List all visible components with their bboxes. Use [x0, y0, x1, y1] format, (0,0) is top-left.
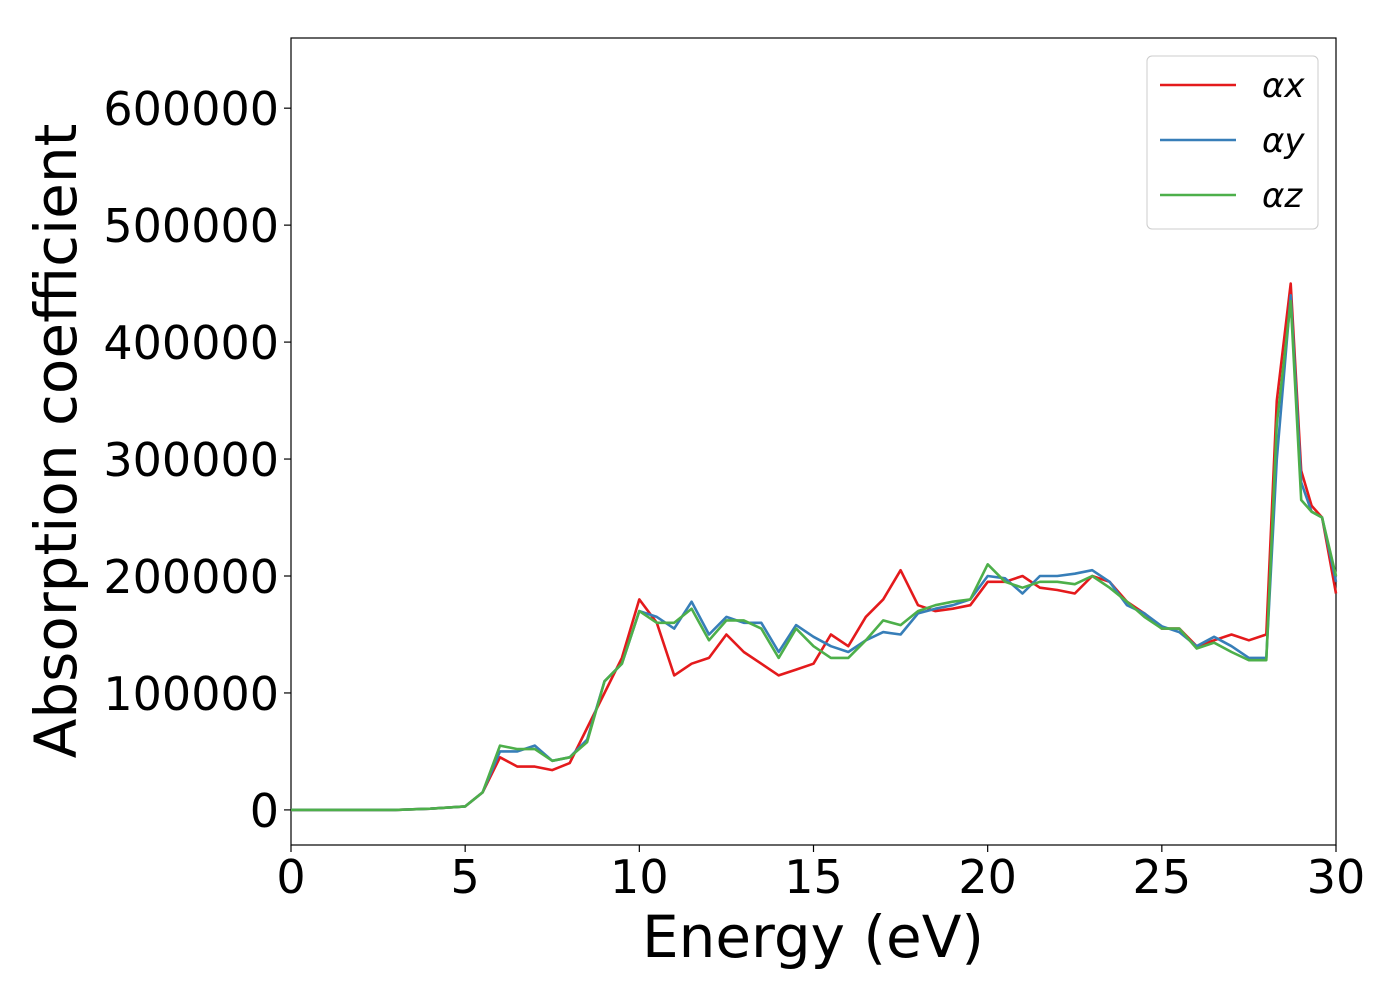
- y-tick-label: 300000: [103, 433, 279, 487]
- legend-label: αz: [1262, 176, 1303, 216]
- x-tick-label: 5: [451, 850, 480, 904]
- x-tick-label: 15: [784, 850, 843, 904]
- y-tick-label: 400000: [103, 316, 279, 370]
- legend-label: αy: [1262, 121, 1305, 161]
- x-tick-label: 30: [1307, 850, 1366, 904]
- y-tick-label: 200000: [103, 550, 279, 604]
- series-line: [291, 299, 1338, 812]
- y-axis-label: Absorption coefficient: [22, 124, 90, 759]
- x-tick-label: 25: [1133, 850, 1192, 904]
- y-tick-label: 500000: [103, 199, 279, 253]
- legend: [1146, 55, 1319, 230]
- x-tick-label: 0: [276, 850, 305, 904]
- y-tick-label: 100000: [103, 667, 279, 721]
- series-line: [291, 293, 1338, 812]
- series-line: [291, 282, 1338, 812]
- y-tick-label: 0: [250, 784, 279, 838]
- x-axis-label: Energy (eV): [642, 903, 984, 971]
- legend-label: αx: [1262, 66, 1305, 106]
- x-tick-label: 10: [610, 850, 669, 904]
- y-tick-label: 600000: [103, 82, 279, 136]
- x-tick-label: 20: [958, 850, 1017, 904]
